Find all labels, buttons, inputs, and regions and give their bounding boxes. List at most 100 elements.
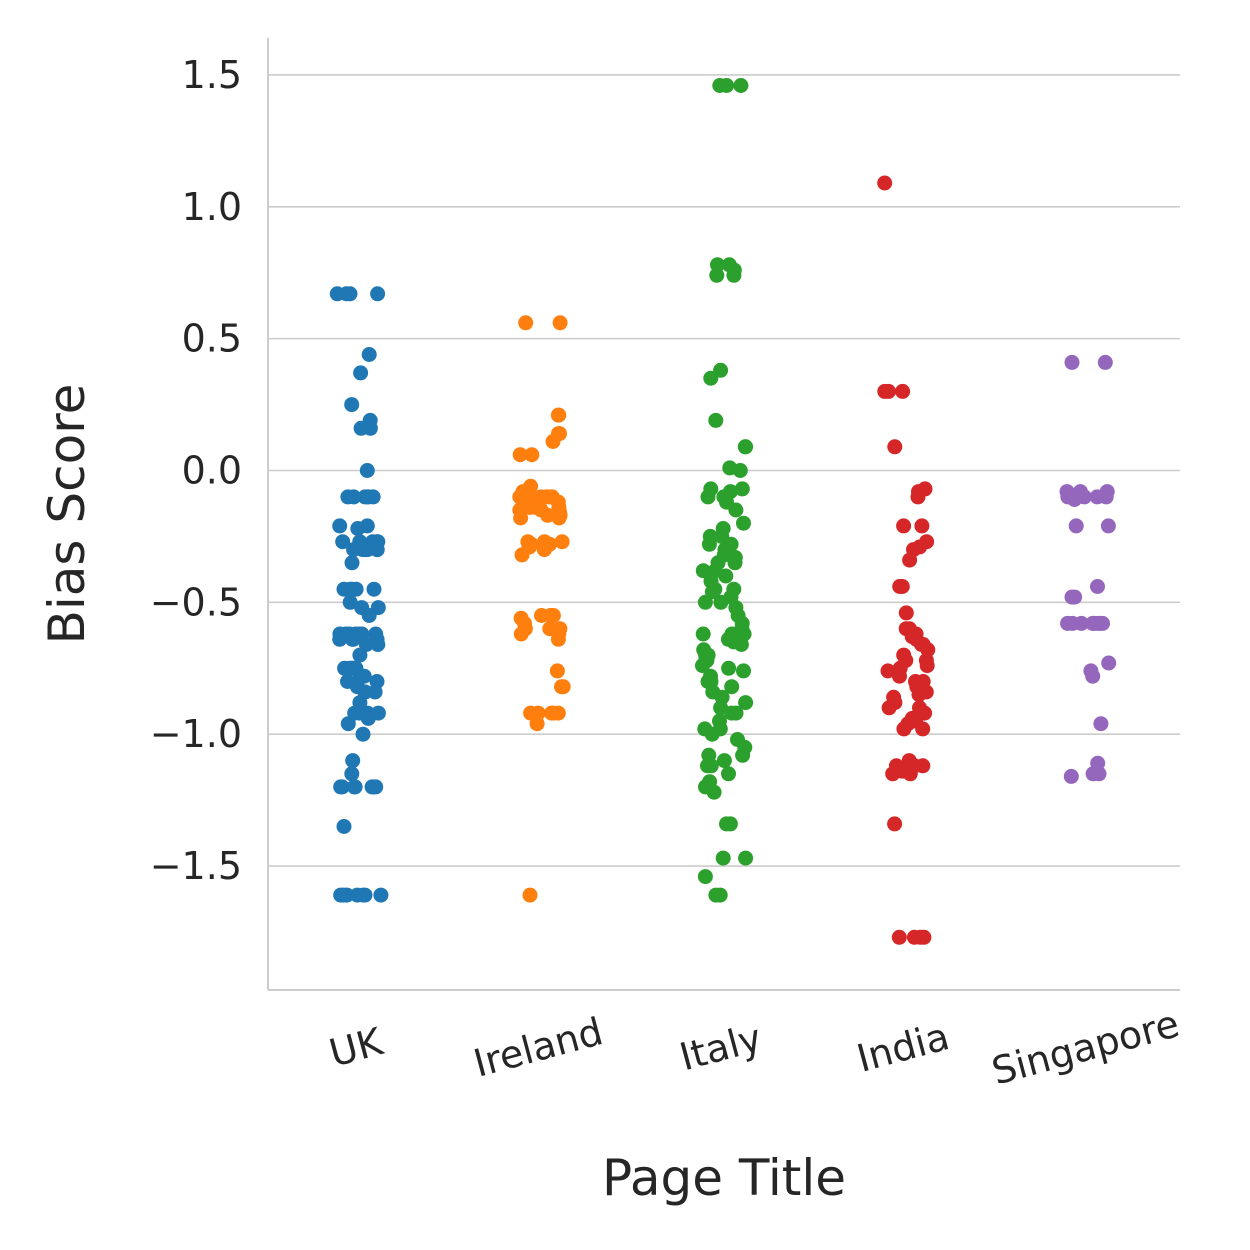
y-tick-label: 0.5 bbox=[182, 317, 242, 361]
data-point bbox=[550, 631, 566, 647]
y-tick-label: 0.0 bbox=[182, 448, 242, 492]
data-point bbox=[716, 753, 732, 769]
data-point bbox=[1098, 489, 1114, 505]
data-point bbox=[896, 721, 912, 737]
data-point bbox=[348, 581, 364, 597]
data-point bbox=[724, 679, 740, 695]
data-point bbox=[342, 594, 358, 610]
data-point bbox=[1068, 518, 1084, 534]
data-point bbox=[361, 608, 377, 623]
data-point bbox=[369, 542, 385, 558]
data-point bbox=[721, 660, 737, 676]
data-point bbox=[721, 766, 736, 782]
data-point bbox=[894, 579, 910, 594]
x-axis-title: Page Title bbox=[602, 1149, 846, 1207]
data-point bbox=[895, 383, 911, 399]
data-point bbox=[554, 679, 569, 695]
data-point bbox=[1064, 354, 1080, 370]
data-point bbox=[355, 887, 371, 903]
data-point bbox=[910, 489, 926, 505]
data-point bbox=[887, 816, 903, 832]
data-point bbox=[335, 534, 351, 550]
data-point bbox=[728, 502, 744, 518]
data-point bbox=[738, 439, 754, 455]
data-point bbox=[703, 758, 719, 774]
data-point bbox=[1064, 589, 1080, 605]
data-point bbox=[911, 687, 927, 703]
data-point bbox=[513, 510, 529, 526]
data-point bbox=[347, 779, 363, 795]
data-point bbox=[1100, 518, 1116, 534]
data-point bbox=[902, 766, 918, 782]
data-point bbox=[738, 850, 754, 866]
data-point bbox=[706, 784, 722, 800]
data-point bbox=[353, 420, 369, 436]
data-point bbox=[726, 267, 742, 283]
data-point bbox=[697, 869, 713, 885]
y-axis-title: Bias Score bbox=[38, 384, 96, 645]
data-point bbox=[353, 365, 369, 381]
data-point bbox=[1073, 615, 1089, 631]
data-point bbox=[344, 397, 360, 413]
data-point bbox=[361, 347, 377, 362]
y-tick-label: 1.5 bbox=[182, 53, 242, 97]
data-point bbox=[534, 608, 549, 623]
data-point bbox=[1101, 655, 1117, 671]
data-point bbox=[346, 542, 362, 558]
data-point bbox=[359, 463, 375, 478]
data-point bbox=[902, 552, 918, 568]
data-point bbox=[551, 510, 567, 526]
data-point bbox=[898, 605, 914, 621]
data-point bbox=[735, 747, 751, 763]
y-tick-label: −0.5 bbox=[150, 580, 242, 624]
x-tick-label: Ireland bbox=[469, 1009, 607, 1086]
data-point bbox=[708, 887, 724, 903]
data-point bbox=[736, 515, 751, 531]
data-point bbox=[713, 594, 729, 610]
data-point bbox=[1063, 768, 1079, 784]
data-point bbox=[522, 887, 538, 903]
data-point bbox=[733, 637, 749, 652]
data-point bbox=[514, 547, 530, 563]
data-point bbox=[344, 555, 360, 571]
data-point bbox=[549, 663, 565, 679]
data-point bbox=[915, 721, 931, 737]
data-point bbox=[718, 568, 734, 584]
data-point bbox=[1093, 716, 1109, 732]
data-point bbox=[733, 78, 749, 93]
data-point bbox=[736, 663, 751, 679]
data-point bbox=[885, 766, 901, 782]
data-point bbox=[344, 766, 360, 782]
data-point bbox=[695, 563, 711, 579]
x-tick-label: UK bbox=[325, 1019, 388, 1075]
data-point bbox=[703, 370, 719, 386]
data-point bbox=[366, 581, 382, 597]
data-point bbox=[365, 779, 381, 795]
data-point bbox=[345, 753, 361, 769]
data-point bbox=[892, 668, 907, 684]
data-point bbox=[727, 555, 743, 571]
data-point bbox=[352, 647, 368, 663]
data-point bbox=[734, 481, 750, 497]
data-point bbox=[896, 518, 912, 534]
data-point bbox=[551, 407, 567, 423]
y-tick-label: −1.5 bbox=[150, 844, 242, 888]
data-point bbox=[350, 521, 366, 536]
data-point bbox=[360, 710, 376, 726]
data-point bbox=[880, 663, 896, 679]
data-point bbox=[1090, 579, 1105, 594]
data-point bbox=[552, 315, 568, 331]
data-point bbox=[1090, 615, 1106, 631]
data-point bbox=[695, 658, 710, 674]
data-point bbox=[700, 489, 716, 505]
data-point bbox=[344, 631, 360, 647]
data-point bbox=[370, 286, 386, 302]
data-point bbox=[881, 383, 896, 399]
data-point bbox=[1085, 668, 1101, 684]
data-point bbox=[545, 434, 561, 449]
data-point bbox=[709, 267, 725, 283]
data-point bbox=[738, 695, 754, 711]
data-point bbox=[719, 816, 734, 832]
data-point bbox=[881, 700, 897, 716]
